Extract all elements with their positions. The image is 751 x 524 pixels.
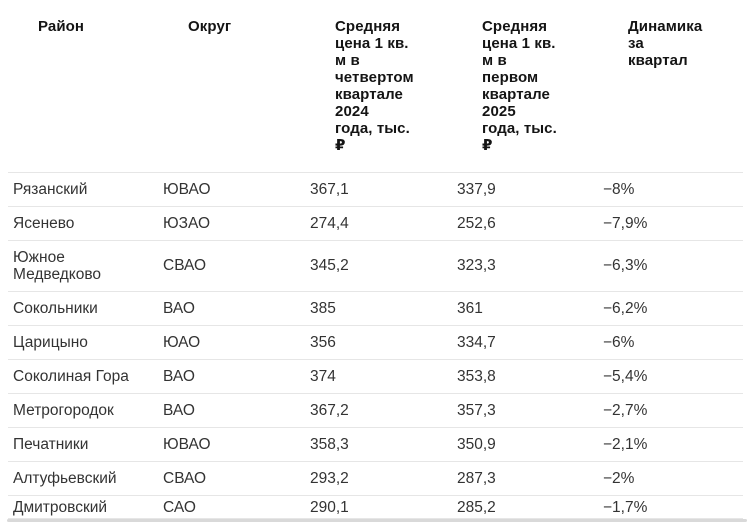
cell-price_q1_2025: 323,3 — [452, 239, 598, 291]
cell-okrug: СВАО — [158, 460, 305, 495]
table-row: Соколиная Гора ВАО 374 353,8 −5,4% — [8, 358, 743, 393]
column-header-district: Район — [38, 18, 85, 35]
cell-price_q1_2025: 357,3 — [452, 392, 598, 427]
cell-dynamics: −6,2% — [598, 290, 743, 325]
price-table: Район Округ Средняя цена 1 кв. м в четверт… — [8, 0, 743, 519]
column-header-dynamics: Динамика за квартал — [628, 18, 703, 69]
column-header-price_q1_2025: Средняя цена 1 кв. м в первом квартале 2… — [482, 18, 557, 154]
cell-price_q1_2025: 361 — [452, 290, 598, 325]
table-row: Печатники ЮВАО 358,3 350,9 −2,1% — [8, 426, 743, 461]
table-row: Алтуфьевский СВАО 293,2 287,3 −2% — [8, 460, 743, 495]
cell-price_q4_2024: 345,2 — [305, 239, 452, 291]
cell-okrug: ЮАО — [158, 324, 305, 359]
table-row: Сокольники ВАО 385 361 −6,2% — [8, 290, 743, 325]
cell-price_q4_2024: 374 — [305, 358, 452, 393]
cell-district: Сокольники — [8, 290, 158, 325]
cell-price_q4_2024: 367,1 — [305, 171, 452, 206]
table-row: Рязанский ЮВАО 367,1 337,9 −8% — [8, 171, 743, 206]
cell-okrug: ЮВАО — [158, 171, 305, 206]
cell-dynamics: −6% — [598, 324, 743, 359]
cell-price_q4_2024: 356 — [305, 324, 452, 359]
table-header: Район Округ Средняя цена 1 кв. м в четверт… — [8, 0, 743, 172]
cell-price_q1_2025: 337,9 — [452, 171, 598, 206]
cell-dynamics: −2,7% — [598, 392, 743, 427]
cell-district: Южное Медведково — [8, 239, 158, 291]
cell-price_q4_2024: 358,3 — [305, 426, 452, 461]
cell-district: Соколиная Гора — [8, 358, 158, 393]
cell-price_q4_2024: 367,2 — [305, 392, 452, 427]
cell-price_q4_2024: 274,4 — [305, 205, 452, 240]
table-row: Ясенево ЮЗАО 274,4 252,6 −7,9% — [8, 205, 743, 240]
cell-price_q1_2025: 353,8 — [452, 358, 598, 393]
cell-price_q1_2025: 334,7 — [452, 324, 598, 359]
column-header-price_q4_2024: Средняя цена 1 кв. м в четвертом квартал… — [335, 18, 414, 154]
cell-okrug: ЮВАО — [158, 426, 305, 461]
table-row: Метрогородок ВАО 367,2 357,3 −2,7% — [8, 392, 743, 427]
cell-dynamics: −6,3% — [598, 239, 743, 291]
cell-district: Рязанский — [8, 171, 158, 206]
table-body: Рязанский ЮВАО 367,1 337,9 −8% Ясенево ЮЗАО 274… — [8, 171, 743, 519]
cell-district: Метрогородок — [8, 392, 158, 427]
table-row: Южное Медведково СВАО 345,2 323,3 −6,3% — [8, 239, 743, 291]
column-header-okrug: Округ — [188, 18, 232, 35]
cell-price_q4_2024: 293,2 — [305, 460, 452, 495]
cell-okrug: СВАО — [158, 239, 305, 291]
cell-district: Дмитровский — [8, 494, 158, 519]
cell-price_q1_2025: 287,3 — [452, 460, 598, 495]
cell-dynamics: −2,1% — [598, 426, 743, 461]
header-row: Район Округ Средняя цена 1 кв. м в четверт… — [8, 0, 743, 172]
cell-dynamics: −5,4% — [598, 358, 743, 393]
cell-okrug: ВАО — [158, 392, 305, 427]
cell-price_q1_2025: 252,6 — [452, 205, 598, 240]
cell-price_q1_2025: 350,9 — [452, 426, 598, 461]
cell-okrug: САО — [158, 494, 305, 519]
cell-district: Царицыно — [8, 324, 158, 359]
table-row: Дмитровский САО 290,1 285,2 −1,7% — [8, 494, 743, 519]
cell-district: Алтуфьевский — [8, 460, 158, 495]
cell-okrug: ЮЗАО — [158, 205, 305, 240]
cell-price_q1_2025: 285,2 — [452, 494, 598, 519]
cell-okrug: ВАО — [158, 290, 305, 325]
cell-dynamics: −8% — [598, 171, 743, 206]
table-row: Царицыно ЮАО 356 334,7 −6% — [8, 324, 743, 359]
cell-dynamics: −7,9% — [598, 205, 743, 240]
cell-dynamics: −1,7% — [598, 494, 743, 519]
cell-price_q4_2024: 290,1 — [305, 494, 452, 519]
horizontal-scrollbar[interactable] — [7, 519, 747, 522]
cell-district: Печатники — [8, 426, 158, 461]
cell-district: Ясенево — [8, 205, 158, 240]
cell-dynamics: −2% — [598, 460, 743, 495]
cell-okrug: ВАО — [158, 358, 305, 393]
cell-price_q4_2024: 385 — [305, 290, 452, 325]
